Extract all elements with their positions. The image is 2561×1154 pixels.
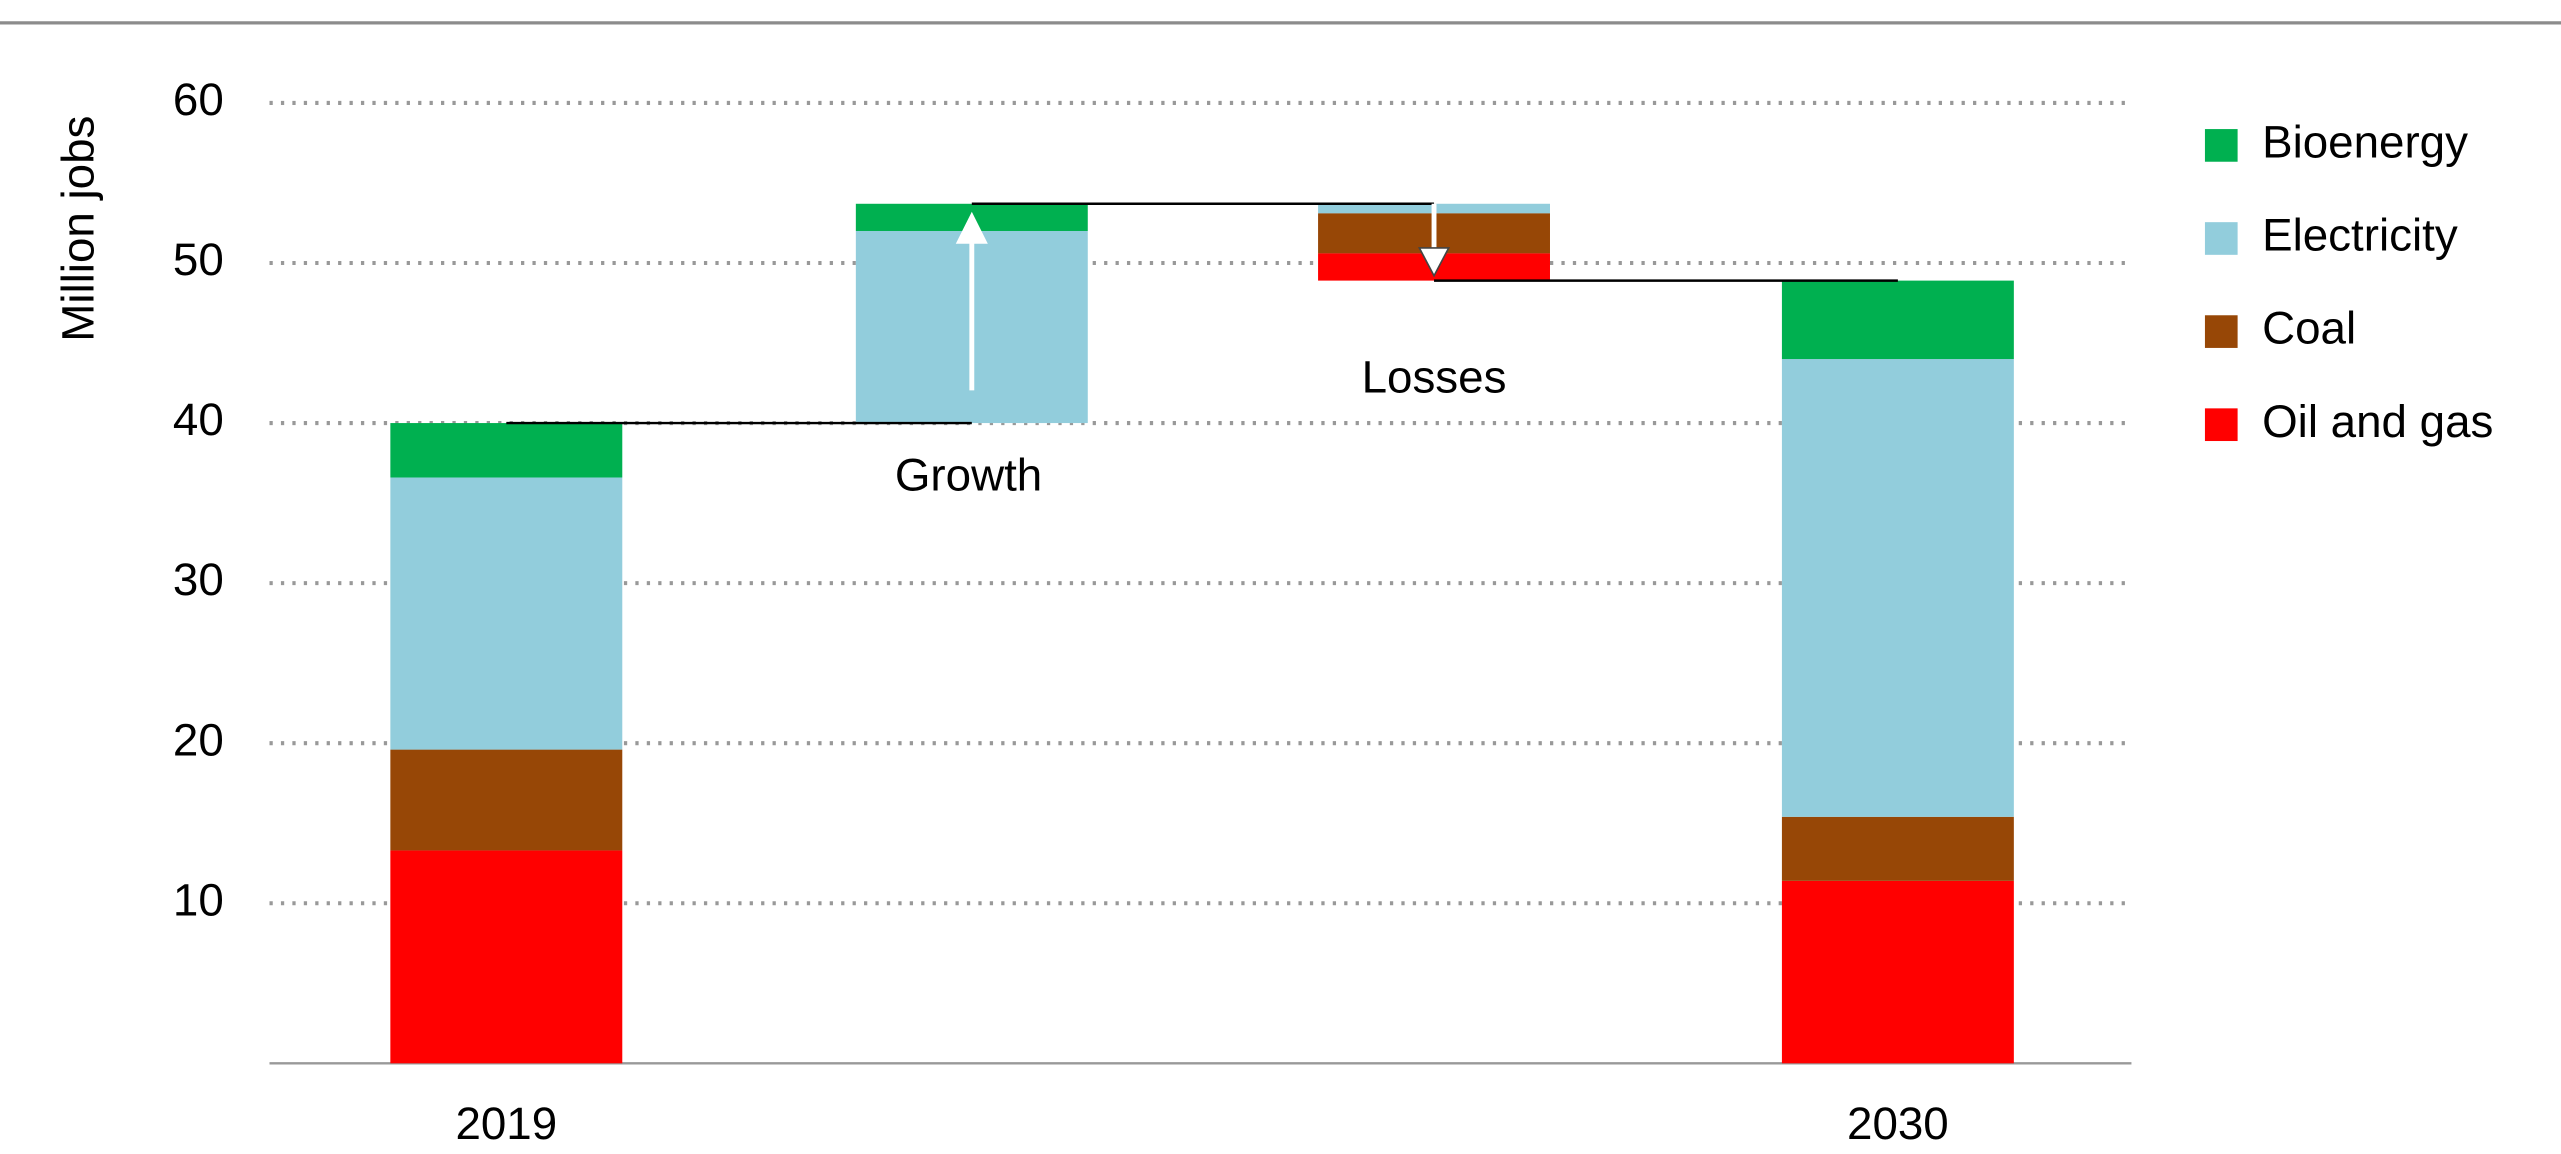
x-tick-label: 2019 [455, 1098, 557, 1149]
legend-swatch [2204, 222, 2238, 255]
legend-swatch [2204, 129, 2238, 162]
bar-segment [1781, 816, 2014, 881]
legend-label: Bioenergy [2262, 116, 2468, 167]
bar-segment [1781, 280, 2014, 360]
y-tick-label: 60 [173, 74, 224, 125]
y-tick-label: 40 [173, 394, 224, 445]
annotation: Growth [895, 450, 1042, 501]
bar-segment [1781, 880, 2014, 1064]
legend-label: Coal [2262, 303, 2356, 354]
losses-arrowhead [1417, 247, 1451, 278]
annotation: Losses [1362, 352, 1507, 403]
bar-segment [390, 850, 623, 1064]
legend-swatch [2204, 315, 2238, 348]
y-tick-label: 30 [173, 554, 224, 605]
bar-segment [1781, 359, 2014, 817]
y-tick-label: 50 [173, 234, 224, 285]
legend-label: Oil and gas [2262, 396, 2493, 447]
bar-segment [390, 423, 623, 478]
bar-segment [390, 477, 623, 750]
growth-arrowhead [955, 211, 988, 244]
y-tick-label: 20 [173, 714, 224, 765]
bar-segment [390, 749, 623, 851]
y-axis-label: Million jobs [53, 116, 104, 342]
legend-swatch [2204, 408, 2238, 442]
x-tick-label: 2030 [1847, 1098, 1949, 1149]
y-tick-label: 10 [173, 874, 224, 925]
legend-label: Electricity [2262, 210, 2458, 261]
